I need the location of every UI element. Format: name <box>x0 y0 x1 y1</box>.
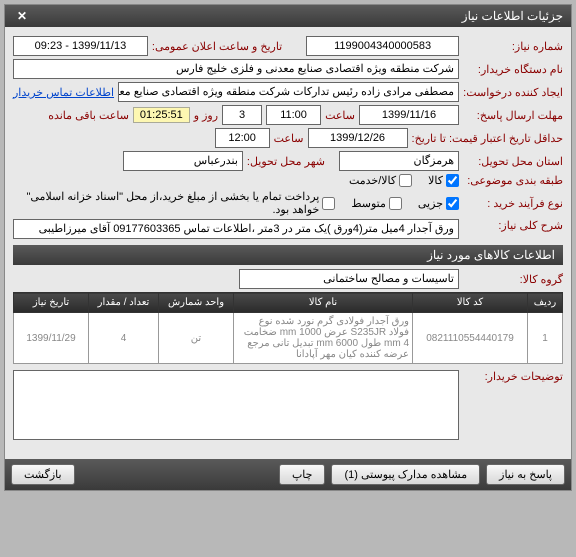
th-code: کد کالا <box>413 293 528 313</box>
lbl-city: شهر محل تحویل: <box>247 155 325 168</box>
field-days: 3 <box>222 105 262 125</box>
footer: پاسخ به نیاز مشاهده مدارک پیوستی (1) چاپ… <box>5 459 571 490</box>
btn-reply[interactable]: پاسخ به نیاز <box>486 464 565 485</box>
row-valid: حداقل تاریخ اعتبار قیمت: تا تاریخ: 1399/… <box>13 128 563 148</box>
th-unit: واحد شمارش <box>159 293 234 313</box>
window-title: جزئیات اطلاعات نیاز <box>462 9 563 23</box>
field-buyer-note <box>13 370 459 440</box>
items-table: ردیف کد کالا نام کالا واحد شمارش تعداد /… <box>13 292 563 364</box>
field-valid-time: 12:00 <box>215 128 270 148</box>
lbl-buyer: نام دستگاه خریدار: <box>463 63 563 76</box>
field-deadline-time: 11:00 <box>266 105 321 125</box>
cell-name: ورق آجدار فولادی گرم نورد شده نوع فولاد … <box>234 313 413 364</box>
titlebar: جزئیات اطلاعات نیاز ✕ <box>5 5 571 27</box>
timer: 01:25:51 <box>133 107 190 123</box>
section-items: اطلاعات کالاهای مورد نیاز <box>13 245 563 265</box>
content-area: شماره نیاز: 1199004340000583 تاریخ و ساع… <box>5 27 571 453</box>
cb-goods-wrap: کالا <box>428 174 459 187</box>
cb-medium-wrap: متوسط <box>351 197 402 210</box>
field-buyer: شرکت منطقه ویژه اقتصادی صنایع معدنی و فل… <box>13 59 459 79</box>
link-contact[interactable]: اطلاعات تماس خریدار <box>13 86 114 99</box>
lbl-number: شماره نیاز: <box>463 40 563 53</box>
lbl-province: استان محل تحویل: <box>463 155 563 168</box>
cb-service-lbl: کالا/خدمت <box>349 174 396 187</box>
cb-goods[interactable] <box>446 174 459 187</box>
field-title: ورق آجدار 4میل متر(4ورق )یک متر در 3متر … <box>13 219 459 239</box>
cb-small[interactable] <box>446 197 459 210</box>
field-number: 1199004340000583 <box>306 36 459 56</box>
th-date: تاریخ نیاز <box>14 293 89 313</box>
field-city: بندرعباس <box>123 151 243 171</box>
row-title: شرح کلی نیاز: ورق آجدار 4میل متر(4ورق )ی… <box>13 219 563 239</box>
cb-islamic-wrap: پرداخت تمام یا بخشی از مبلغ خرید،از محل … <box>25 190 335 216</box>
cb-service-wrap: کالا/خدمت <box>349 174 412 187</box>
lbl-valid: حداقل تاریخ اعتبار قیمت: تا تاریخ: <box>412 132 563 145</box>
field-group: تاسیسات و مصالح ساختمانی <box>239 269 459 289</box>
row-purchase: نوع فرآیند خرید : جزیی متوسط پرداخت تمام… <box>13 190 563 216</box>
cb-medium-lbl: متوسط <box>351 197 386 210</box>
row-deliver: استان محل تحویل: هرمزگان شهر محل تحویل: … <box>13 151 563 171</box>
field-valid-date: 1399/12/26 <box>308 128 408 148</box>
cell-date: 1399/11/29 <box>14 313 89 364</box>
lbl-purchase: نوع فرآیند خرید : <box>463 197 563 210</box>
close-icon[interactable]: ✕ <box>13 9 31 23</box>
cb-service[interactable] <box>399 174 412 187</box>
cell-code: 0821110554440179 <box>413 313 528 364</box>
cb-islamic-note: پرداخت تمام یا بخشی از مبلغ خرید،از محل … <box>25 190 319 216</box>
lbl-budget: طبقه بندی موضوعی: <box>463 174 563 187</box>
lbl-deadline: مهلت ارسال پاسخ: <box>463 109 563 122</box>
row-buyer: نام دستگاه خریدار: شرکت منطقه ویژه اقتصا… <box>13 59 563 79</box>
lbl-days: روز و <box>194 109 218 122</box>
lbl-creator: ایجاد کننده درخواست: <box>463 86 563 99</box>
cell-idx: 1 <box>528 313 563 364</box>
cb-small-lbl: جزیی <box>418 197 443 210</box>
row-number-announce: شماره نیاز: 1199004340000583 تاریخ و ساع… <box>13 36 563 56</box>
row-deadline: مهلت ارسال پاسخ: 1399/11/16 ساعت 11:00 3… <box>13 105 563 125</box>
btn-print[interactable]: چاپ <box>279 464 326 485</box>
row-budget: طبقه بندی موضوعی: کالا کالا/خدمت <box>13 174 563 187</box>
btn-back[interactable]: بازگشت <box>11 464 75 485</box>
btn-attach[interactable]: مشاهده مدارک پیوستی (1) <box>331 464 480 485</box>
lbl-remain: ساعت باقی مانده <box>48 109 129 122</box>
row-group: گروه کالا: تاسیسات و مصالح ساختمانی <box>13 269 563 289</box>
th-idx: ردیف <box>528 293 563 313</box>
cb-medium[interactable] <box>389 197 402 210</box>
lbl-deadline-time: ساعت <box>325 109 355 122</box>
field-announce: 1399/11/13 - 09:23 <box>13 36 148 56</box>
th-qty: تعداد / مقدار <box>89 293 159 313</box>
table-row[interactable]: 10821110554440179ورق آجدار فولادی گرم نو… <box>14 313 563 364</box>
field-deadline-date: 1399/11/16 <box>359 105 459 125</box>
lbl-title: شرح کلی نیاز: <box>463 219 563 232</box>
row-creator: ایجاد کننده درخواست: مصطفی مرادی زاده رئ… <box>13 82 563 102</box>
cell-qty: 4 <box>89 313 159 364</box>
cb-islamic[interactable] <box>322 197 335 210</box>
field-province: هرمزگان <box>339 151 459 171</box>
row-buyer-note: توضیحات خریدار: <box>13 370 563 440</box>
cell-unit: تن <box>159 313 234 364</box>
lbl-group: گروه کالا: <box>463 273 563 286</box>
cb-small-wrap: جزیی <box>418 197 459 210</box>
lbl-buyer-note: توضیحات خریدار: <box>463 370 563 383</box>
request-window: جزئیات اطلاعات نیاز ✕ شماره نیاز: 119900… <box>4 4 572 491</box>
lbl-announce: تاریخ و ساعت اعلان عمومی: <box>152 40 282 53</box>
lbl-valid-time: ساعت <box>274 132 304 145</box>
field-creator: مصطفی مرادی زاده رئیس تدارکات شرکت منطقه… <box>118 82 459 102</box>
th-name: نام کالا <box>234 293 413 313</box>
cb-goods-lbl: کالا <box>428 174 443 187</box>
